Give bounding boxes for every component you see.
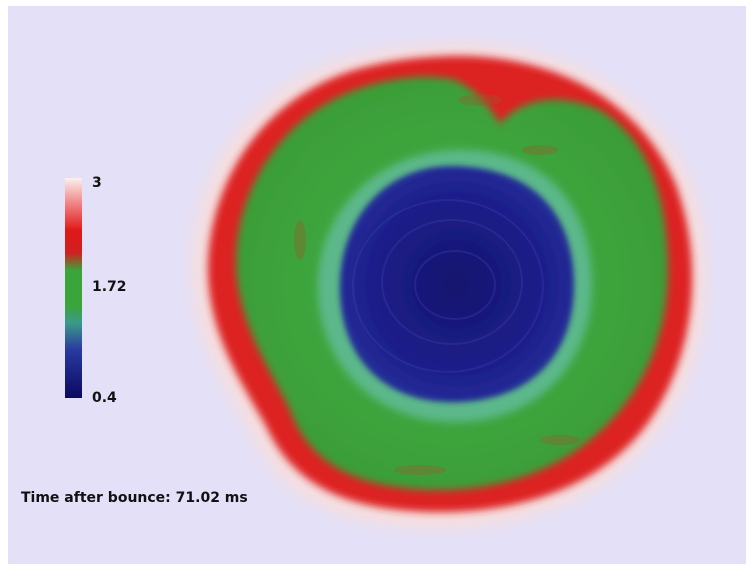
time-after-bounce-label: Time after bounce: 71.02 ms bbox=[21, 490, 248, 506]
blue-core bbox=[339, 165, 575, 403]
shell-flecks bbox=[294, 94, 580, 475]
colorbar-max-label: 3 bbox=[92, 175, 102, 191]
colorbar bbox=[65, 178, 82, 398]
core-swirls bbox=[352, 199, 544, 373]
colorbar-mid-label: 1.72 bbox=[92, 279, 127, 295]
colorbar-min-label: 0.4 bbox=[92, 390, 117, 406]
